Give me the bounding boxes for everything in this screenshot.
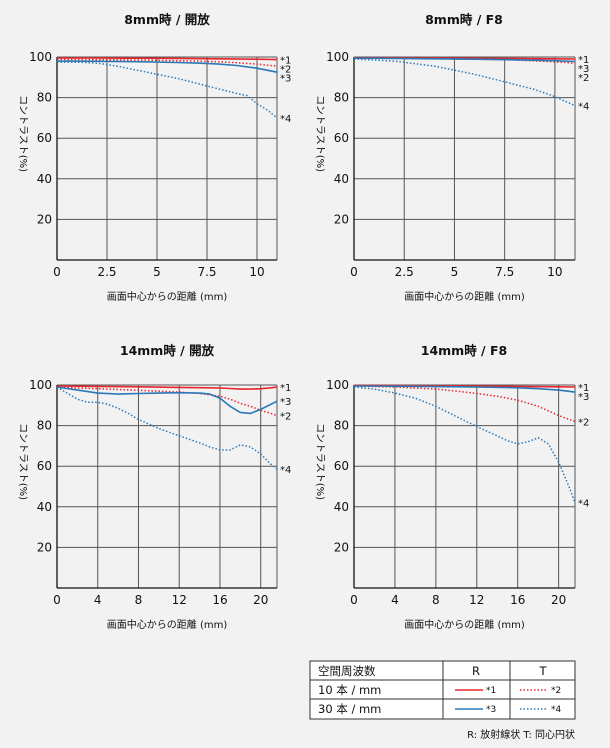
- legend-header-frequency: 空間周波数: [318, 664, 376, 678]
- x-tick-label: 16: [510, 593, 525, 607]
- series-line-4: [56, 386, 278, 470]
- y-tick-label: 100: [326, 378, 349, 392]
- series-end-label: *4: [280, 465, 291, 476]
- chart-title: 8mm時 / F8: [425, 12, 503, 27]
- y-tick-label: 80: [334, 91, 349, 105]
- chart-panel-3: 100 80 60 40 20 0 4 8 12 16 20 14mm時 / 開放画面中心からの距離 …: [17, 343, 291, 631]
- series-end-label: *2: [280, 411, 291, 422]
- x-tick-label: 16: [212, 593, 227, 607]
- series-end-label: *2: [280, 65, 291, 76]
- y-tick-label: 60: [334, 131, 349, 145]
- series-end-label: *1: [280, 383, 291, 394]
- y-tick-label: 40: [37, 500, 52, 514]
- series-line-4: [353, 58, 576, 107]
- y-tick-label: 80: [37, 91, 52, 105]
- legend-mark-2: *2: [551, 686, 561, 696]
- x-tick-label: 5: [153, 265, 161, 279]
- series-line-3: [56, 60, 278, 73]
- series-end-label: *2: [578, 73, 589, 84]
- chart-title: 14mm時 / F8: [421, 343, 507, 358]
- x-tick-label: 4: [391, 593, 399, 607]
- x-tick-label: 2.5: [395, 265, 414, 279]
- series-end-label: *3: [578, 392, 589, 403]
- x-axis-label: 画面中心からの距離 (mm): [404, 618, 525, 631]
- chart-title: 8mm時 / 開放: [124, 12, 210, 27]
- series-line-3: [353, 57, 576, 63]
- chart-panel-4: 100 80 60 40 20 0 4 8 12 16 20 14mm時 / F8 画面中心からの距離 …: [314, 343, 589, 631]
- series-end-label: *1: [280, 56, 291, 67]
- series-end-label: *2: [578, 418, 589, 429]
- series-end-label: *3: [578, 64, 589, 75]
- x-tick-label: 8: [432, 593, 440, 607]
- y-tick-label: 60: [37, 459, 52, 473]
- x-tick-label: 10: [547, 265, 562, 279]
- x-tick-label: 0: [350, 593, 358, 607]
- y-tick-label: 40: [334, 172, 349, 186]
- footnote: R: 放射線状 T: 同心円状: [467, 728, 575, 741]
- series-end-label: *4: [578, 499, 589, 510]
- chart-panel-1: 100 80 60 40 20 0 2.5 5 7.5 10 8mm時 / 開放画面中心からの距離 …: [17, 12, 291, 303]
- x-tick-label: 0: [350, 265, 358, 279]
- series-end-label: *3: [280, 74, 291, 85]
- legend-header-r: R: [472, 664, 480, 678]
- x-axis-label: 画面中心からの距離 (mm): [404, 290, 525, 303]
- series-line-4: [353, 386, 576, 503]
- x-tick-label: 12: [469, 593, 484, 607]
- x-tick-label: 10: [249, 265, 264, 279]
- series-line-2: [353, 385, 576, 423]
- y-tick-label: 40: [334, 500, 349, 514]
- x-tick-label: 12: [172, 593, 187, 607]
- x-tick-label: 20: [551, 593, 566, 607]
- legend-table: 空間周波数 R T 10 本 / mm *1 *2 30 本 / mm *3 *…: [309, 660, 576, 720]
- y-tick-label: 20: [334, 212, 349, 226]
- series-line-1: [57, 57, 278, 61]
- x-tick-label: 0: [53, 593, 61, 607]
- x-tick-label: 8: [135, 593, 143, 607]
- y-axis-label: コントラスト(%): [17, 95, 29, 172]
- y-tick-label: 100: [29, 378, 52, 392]
- y-axis-label: コントラスト(%): [314, 423, 326, 500]
- y-tick-label: 20: [37, 212, 52, 226]
- legend-header-t: T: [538, 664, 547, 678]
- y-axis-label: コントラスト(%): [314, 95, 326, 172]
- legend-mark-1: *1: [486, 686, 496, 696]
- x-tick-label: 20: [253, 593, 268, 607]
- y-tick-label: 60: [334, 459, 349, 473]
- x-tick-label: 7.5: [495, 265, 514, 279]
- x-axis-label: 画面中心からの距離 (mm): [107, 618, 228, 631]
- legend-mark-3: *3: [486, 705, 496, 715]
- chart-title: 14mm時 / 開放: [120, 343, 215, 358]
- x-tick-label: 2.5: [97, 265, 116, 279]
- x-tick-label: 7.5: [197, 265, 216, 279]
- series-end-label: *4: [280, 114, 291, 125]
- y-tick-label: 100: [29, 50, 52, 64]
- y-tick-label: 60: [37, 131, 52, 145]
- y-tick-label: 20: [334, 540, 349, 554]
- y-tick-label: 40: [37, 172, 52, 186]
- series-line-2: [56, 58, 278, 67]
- series-end-label: *1: [578, 383, 589, 394]
- x-tick-label: 4: [94, 593, 102, 607]
- series-line-2: [56, 386, 278, 417]
- y-tick-label: 80: [37, 419, 52, 433]
- series-line-3: [353, 385, 576, 393]
- chart-panel-2: 100 80 60 40 20 0 2.5 5 7.5 10 8mm時 / F8 画面中心からの距離 …: [314, 12, 589, 303]
- series-end-label: *4: [578, 102, 589, 113]
- series-line-1: [56, 385, 278, 390]
- legend-row-10-label: 10 本 / mm: [318, 683, 381, 697]
- series-line-4: [57, 61, 278, 119]
- y-tick-label: 80: [334, 419, 349, 433]
- legend-mark-4: *4: [551, 705, 562, 715]
- y-tick-label: 20: [37, 540, 52, 554]
- x-tick-label: 5: [451, 265, 459, 279]
- series-line-3: [56, 386, 278, 415]
- y-tick-label: 100: [326, 50, 349, 64]
- y-axis-label: コントラスト(%): [17, 423, 29, 500]
- series-end-label: *3: [280, 397, 291, 408]
- x-tick-label: 0: [53, 265, 61, 279]
- series-end-label: *1: [578, 55, 589, 66]
- legend-row-30-label: 30 本 / mm: [318, 702, 381, 716]
- x-axis-label: 画面中心からの距離 (mm): [107, 290, 228, 303]
